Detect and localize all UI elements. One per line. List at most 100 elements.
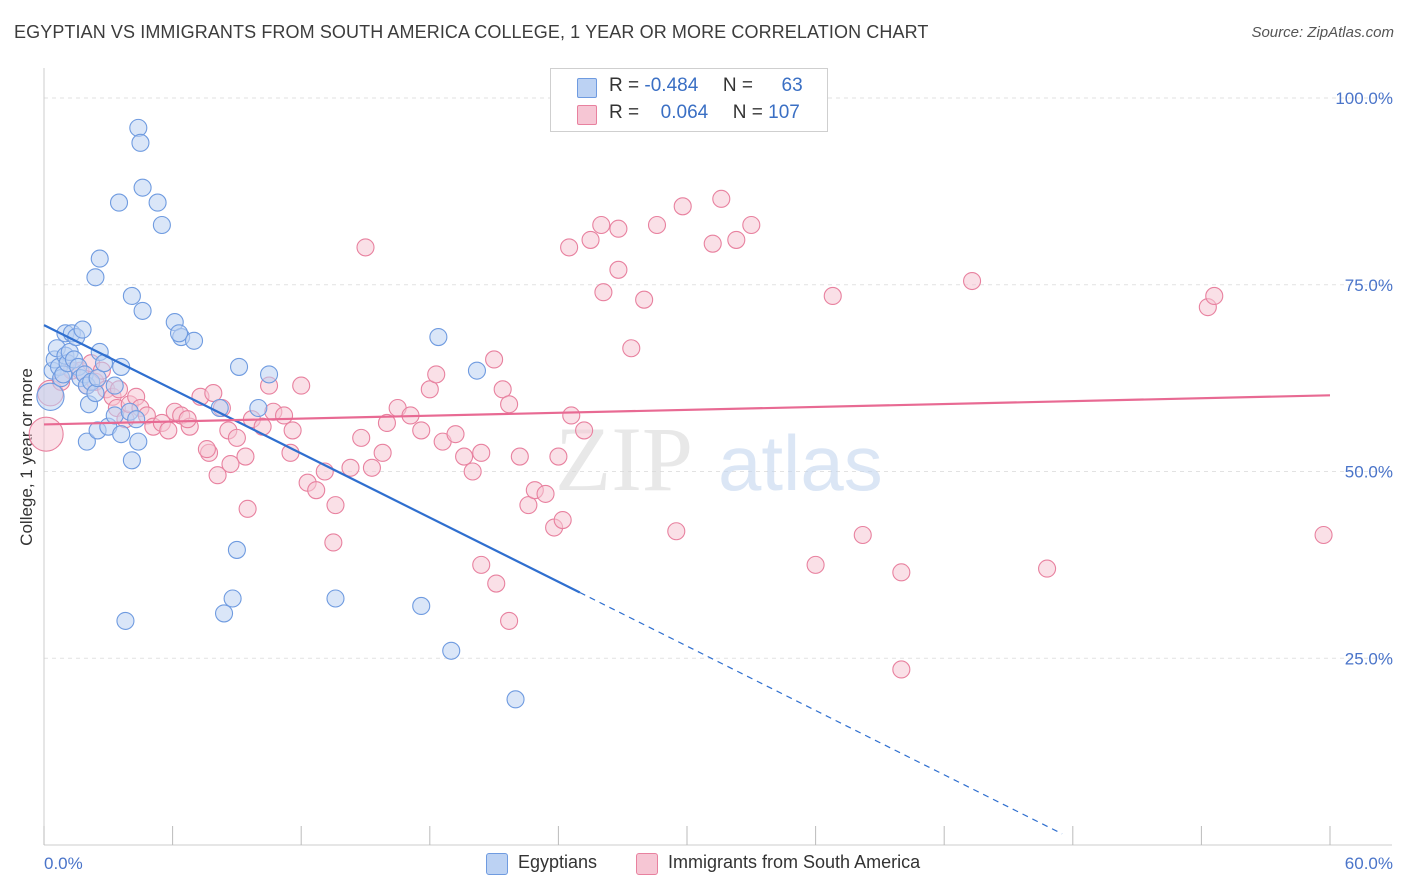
south-america-point [673,197,692,216]
correlation-legend: R = -0.484 N = 63 R = 0.064 N = 107 [550,68,828,132]
south-america-point [420,380,439,399]
y-tick-label: 50.0% [1345,463,1393,482]
south-america-point [562,406,581,425]
egyptian-point [105,376,124,395]
south-america-point [352,428,371,447]
south-america-point [892,660,911,679]
blue-swatch [577,78,597,98]
egyptian-point [131,133,150,152]
egyptian-point [249,398,268,418]
egyptian-point [148,193,167,212]
south-america-point [667,522,686,541]
south-america-point [292,376,311,395]
south-america-point [594,283,613,302]
south-america-point [463,462,482,481]
egyptian-point [129,432,148,451]
south-america-point [806,555,825,574]
n-label: N = [732,102,763,123]
south-america-point [238,499,257,518]
south-america-point [635,290,654,309]
egyptian-point [112,425,131,444]
egyptian-point [36,382,65,411]
egyptian-point [259,365,279,384]
south-america-point [28,416,64,452]
south-america-point [500,395,519,414]
south-america-point [283,421,302,440]
south-america-point [208,466,227,485]
egyptian-point [77,432,96,451]
south-america-point [221,454,240,474]
legend-label: Egyptians [518,852,598,872]
south-america-point [712,189,731,208]
egyptian-point [326,589,345,608]
south-america-point [324,533,343,552]
south-america-point [362,458,381,477]
south-america-point [455,447,474,466]
egyptian-point [184,331,204,350]
egyptians-trendline-extension [579,591,1063,835]
axes [43,68,1392,846]
south-america-point [581,230,600,249]
egyptian-point [86,384,105,403]
south-america-point [823,286,842,306]
egyptian-point [73,320,92,339]
south-america-point [485,350,504,369]
south-america-point [549,447,568,466]
n-label: N = [722,75,753,96]
south-america-point [742,215,761,235]
y-tick-label: 75.0% [1345,276,1393,295]
egyptian-point [412,596,431,616]
south-america-point [178,410,197,429]
gridlines [44,97,1392,659]
series-legend: Egyptians Immigrants from South America [0,850,1406,878]
south-america-point [575,421,594,440]
series-south-america-points [28,189,1333,679]
egyptian-point [122,286,141,306]
south-america-point [446,425,465,444]
south-america-point [536,484,555,503]
egyptian-point [90,249,109,268]
legend-label: Immigrants from South America [668,852,921,872]
south-america-point [1038,559,1057,578]
south-america-point [592,215,611,235]
south-america-point [427,365,446,384]
south-america-point [510,447,529,466]
egyptian-point [133,178,152,197]
south-america-point [307,481,326,500]
egyptian-point [127,410,146,429]
egyptian-point [467,361,487,380]
south-america-point [560,238,579,257]
egyptian-point [429,327,448,347]
south-america-point [500,611,519,630]
south-america-point [519,496,538,515]
chart-title: EGYPTIAN VS IMMIGRANTS FROM SOUTH AMERIC… [14,22,929,42]
egyptian-point [109,193,129,212]
south-america-point [253,417,272,436]
egyptian-point [506,690,525,709]
south-america-point [963,271,982,291]
egyptian-point [122,451,141,470]
egyptian-point [133,301,152,320]
south-america-point [197,440,216,459]
n-value: 107 [768,102,800,123]
south-america-point [487,574,506,593]
south-america-point [472,443,491,462]
egyptian-point [86,268,105,287]
source-label: Source: ZipAtlas.com [1251,24,1394,41]
south-america-point [1205,286,1224,306]
south-america-point [356,238,375,257]
egyptians-trendline [43,324,581,594]
south-america-point [853,525,872,545]
egyptian-point [152,215,171,235]
south-america-point [622,339,641,358]
x-tick-label: 0.0% [44,854,83,873]
south-america-point [609,219,628,238]
blue-swatch [486,853,508,875]
egyptian-point [116,611,135,630]
r-label: R = [609,102,640,123]
south-america-point [703,234,722,253]
south-america-point [275,406,294,425]
south-america-point [159,421,178,440]
south-america-point [493,380,512,399]
